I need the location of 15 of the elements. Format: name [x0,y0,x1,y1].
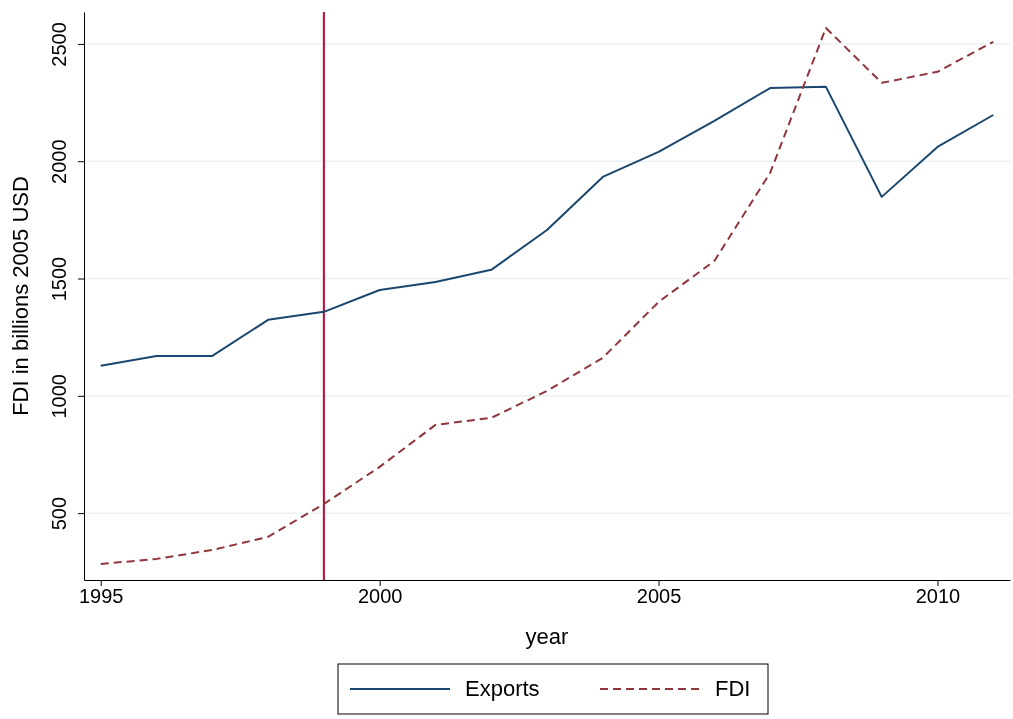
line-series [99,85,995,367]
line-series [99,26,995,566]
y-tick-label: 1000 [48,374,70,419]
legend-label: FDI [715,676,751,701]
x-tick-label: 1995 [78,585,124,608]
legend-label: Exports [465,676,540,701]
y-tick-label: 2500 [48,22,70,67]
x-tick-label: 2010 [915,585,961,608]
x-tick-label: 2005 [636,585,682,608]
y-axis-title: FDI in billions 2005 USD [8,176,33,416]
y-tick-label: 1500 [48,256,70,302]
x-tick-label: 2000 [357,585,403,608]
y-tick-label: 2000 [48,139,70,184]
y-tick-label: 500 [48,496,70,531]
x-axis-title: year [525,624,569,649]
